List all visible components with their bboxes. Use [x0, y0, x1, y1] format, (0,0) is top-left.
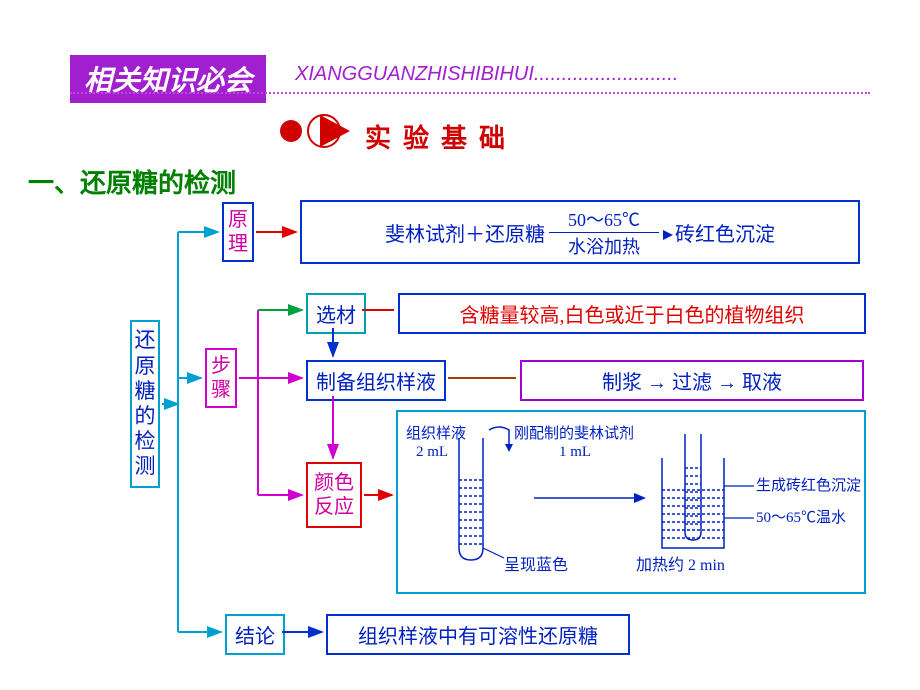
conclusion-desc: 组织样液中有可溶性还原糖: [358, 626, 598, 648]
node-select-label: 选材: [316, 305, 356, 327]
svg-text:组织样液: 组织样液: [406, 425, 466, 442]
reaction-cond-top: 50～65℃: [568, 206, 640, 232]
reaction-prefix: 斐林试剂＋还原糖: [385, 218, 545, 247]
svg-text:刚配制的斐林试剂: 刚配制的斐林试剂: [514, 425, 634, 442]
section-badge: 实验基础: [365, 118, 517, 155]
node-select: 选材: [306, 293, 366, 334]
reaction-diagram: 组织样液 2 mL 刚配制的斐林试剂 1 mL 呈现蓝色 加热约 2 min 生…: [396, 410, 866, 594]
node-reaction: 颜色 反应: [306, 462, 362, 528]
node-prepare: 制备组织样液: [306, 360, 446, 401]
reaction-result: 砖红色沉淀: [675, 218, 775, 247]
node-prepare-label: 制备组织样液: [316, 372, 436, 394]
node-steps: 步 骤: [205, 348, 237, 408]
node-root-label: 还 原 糖 的 检 测: [135, 328, 156, 479]
ornament-dot: [280, 120, 302, 142]
svg-text:生成砖红色沉淀: 生成砖红色沉淀: [756, 477, 861, 494]
svg-text:50～65℃温水: 50～65℃温水: [756, 509, 846, 526]
header-divider: [70, 92, 870, 94]
node-principle-label: 原 理: [228, 208, 248, 256]
prepare-detail: 制浆 → 过滤 → 取液: [520, 360, 864, 401]
header-title: 相关知识必会: [70, 55, 266, 103]
tubes-svg: 组织样液 2 mL 刚配制的斐林试剂 1 mL 呈现蓝色 加热约 2 min 生…: [404, 418, 862, 590]
svg-text:呈现蓝色: 呈现蓝色: [504, 556, 568, 574]
section-title: 一、还原糖的检测: [28, 163, 236, 200]
node-conclusion: 结论: [225, 614, 285, 655]
svg-text:加热约 2 min: 加热约 2 min: [636, 556, 725, 574]
select-detail: 含糖量较高,白色或近于白色的植物组织: [398, 293, 866, 334]
prepare-desc: 制浆 → 过滤 → 取液: [602, 372, 782, 394]
node-steps-label: 步 骤: [211, 354, 231, 402]
reaction-cond-bottom: 水浴加热: [568, 233, 640, 259]
node-conclusion-label: 结论: [235, 626, 275, 648]
select-desc: 含糖量较高,白色或近于白色的植物组织: [460, 305, 805, 327]
node-reaction-label: 颜色 反应: [314, 471, 354, 519]
header-pinyin: XIANGGUANZHISHIBIHUI....................…: [295, 63, 678, 86]
svg-text:1 mL: 1 mL: [559, 444, 591, 460]
svg-text:2 mL: 2 mL: [416, 444, 448, 460]
ornament-arrow: [320, 115, 350, 147]
node-root: 还 原 糖 的 检 测: [130, 320, 160, 488]
principle-detail: 斐林试剂＋还原糖 50～65℃ 水浴加热 砖红色沉淀: [300, 200, 860, 264]
node-principle: 原 理: [222, 202, 254, 262]
conclusion-detail: 组织样液中有可溶性还原糖: [326, 614, 630, 655]
